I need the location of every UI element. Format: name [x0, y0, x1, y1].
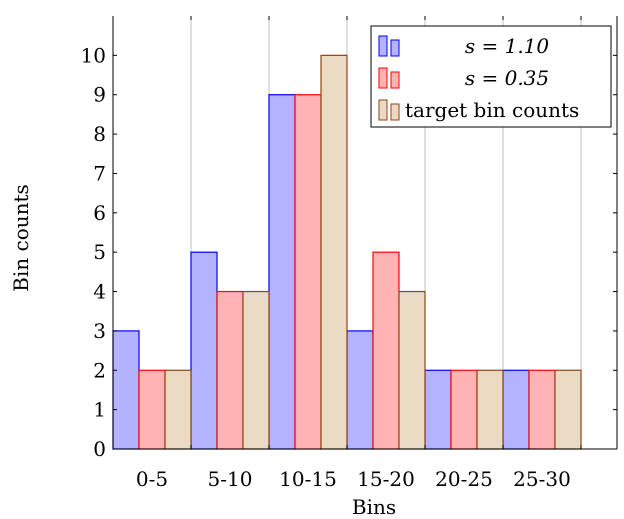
y-tick-label: 5: [93, 240, 106, 264]
legend-label: s = 1.10: [465, 34, 550, 58]
y-tick-label: 0: [93, 437, 106, 461]
y-tick-label: 7: [93, 161, 106, 185]
y-axis-label: Bin counts: [9, 184, 33, 292]
legend: s = 1.10 s = 0.35 target bin counts: [370, 25, 612, 128]
legend-box: [370, 25, 612, 128]
bar: [216, 290, 244, 450]
legend-swatch: [378, 99, 388, 121]
legend-label: s = 0.35: [465, 66, 549, 90]
bar: [190, 251, 218, 450]
bar: [424, 369, 452, 450]
legend-swatch: [390, 71, 400, 89]
bar: [398, 290, 426, 450]
legend-swatch: [378, 35, 388, 57]
y-tick-label: 4: [93, 280, 106, 304]
y-tick-label: 2: [93, 358, 106, 382]
x-tick-label: 5-10: [208, 467, 253, 491]
x-axis-label: Bins: [352, 495, 396, 519]
bar: [346, 330, 374, 450]
bar: [372, 251, 400, 450]
bars: [112, 54, 582, 450]
axes-frame: [112, 16, 618, 450]
bar: [476, 369, 504, 450]
y-tick-label: 8: [93, 122, 106, 146]
x-tick-label: 15-20: [357, 467, 415, 491]
bar: [242, 290, 270, 450]
bar: [138, 369, 166, 450]
bar: [320, 54, 348, 450]
x-tick-label: 0-5: [136, 467, 168, 491]
x-tick-label: 20-25: [435, 467, 493, 491]
bar: [554, 369, 582, 450]
bar: [450, 369, 478, 450]
y-tick-label: 1: [93, 398, 106, 422]
y-tick-label: 3: [93, 319, 106, 343]
bar: [164, 369, 192, 450]
x-tick-label: 25-30: [513, 467, 571, 491]
y-tick-label: 10: [81, 43, 106, 67]
bar: [528, 369, 556, 450]
legend-swatch: [390, 103, 400, 121]
axis-ticks: 0 1 2 3 4 5 6 7 8 9 10 0-5 5-10 10-15 15-20 20-25 25-30: [81, 16, 617, 491]
bar: [294, 94, 322, 450]
legend-label: target bin counts: [405, 98, 579, 122]
x-tick-label: 10-15: [279, 467, 337, 491]
y-tick-label: 9: [93, 83, 106, 107]
bar: [268, 94, 296, 450]
y-tick-label: 6: [93, 201, 106, 225]
legend-swatch: [378, 67, 388, 89]
bar: [502, 369, 530, 450]
legend-swatch: [390, 39, 400, 57]
bar: [112, 330, 140, 450]
